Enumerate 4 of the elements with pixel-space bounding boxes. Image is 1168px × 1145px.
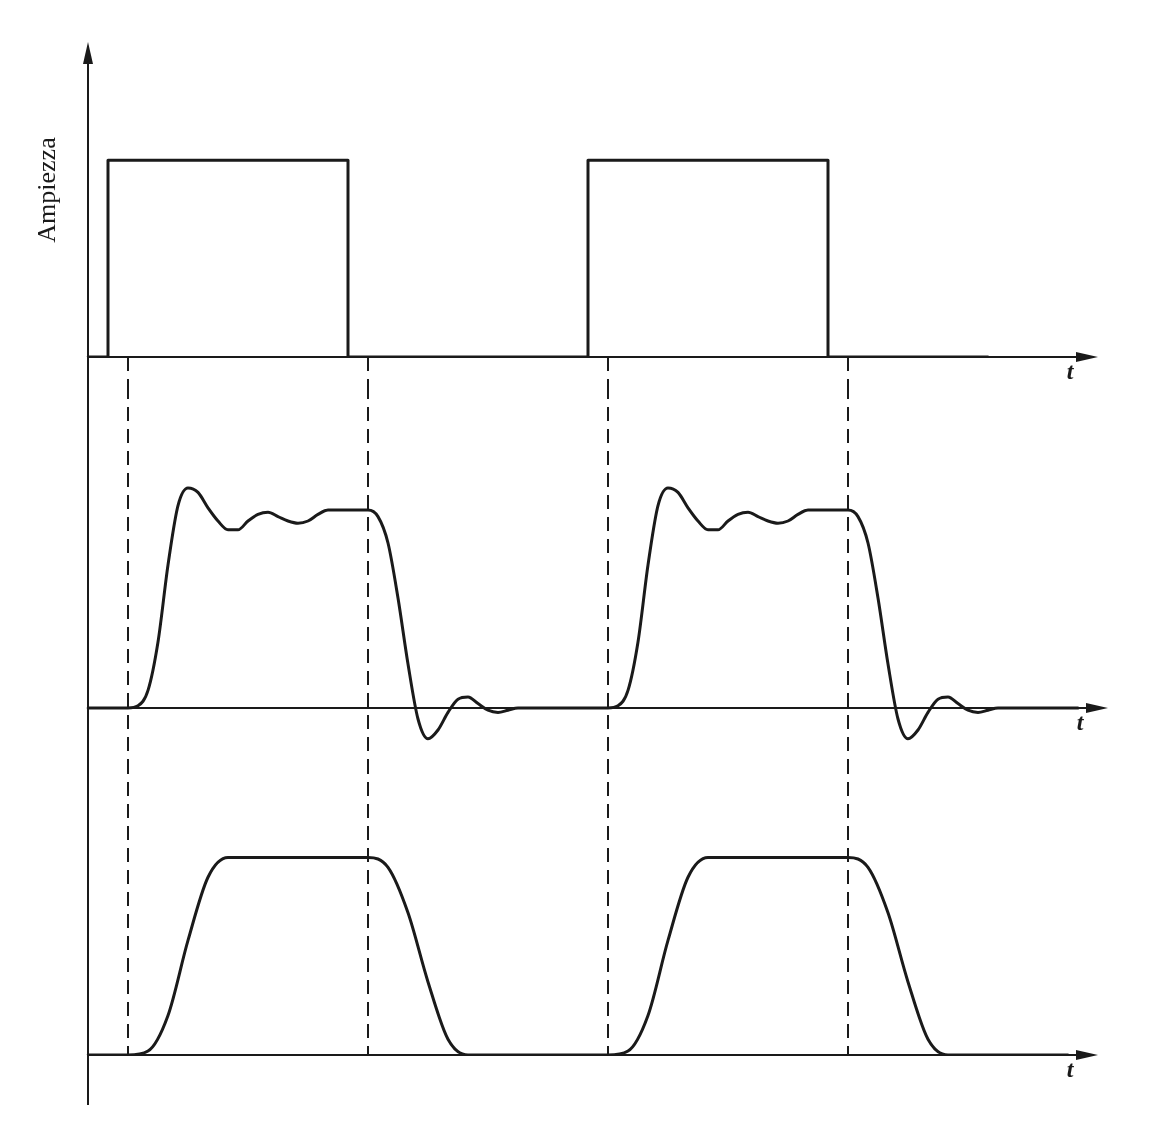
y-axis-title: Ampiezza: [31, 136, 61, 243]
x-axis-title: t: [1066, 358, 1075, 385]
x-axis-title: t: [1076, 709, 1085, 736]
x-axis-title: t: [1066, 1056, 1075, 1083]
